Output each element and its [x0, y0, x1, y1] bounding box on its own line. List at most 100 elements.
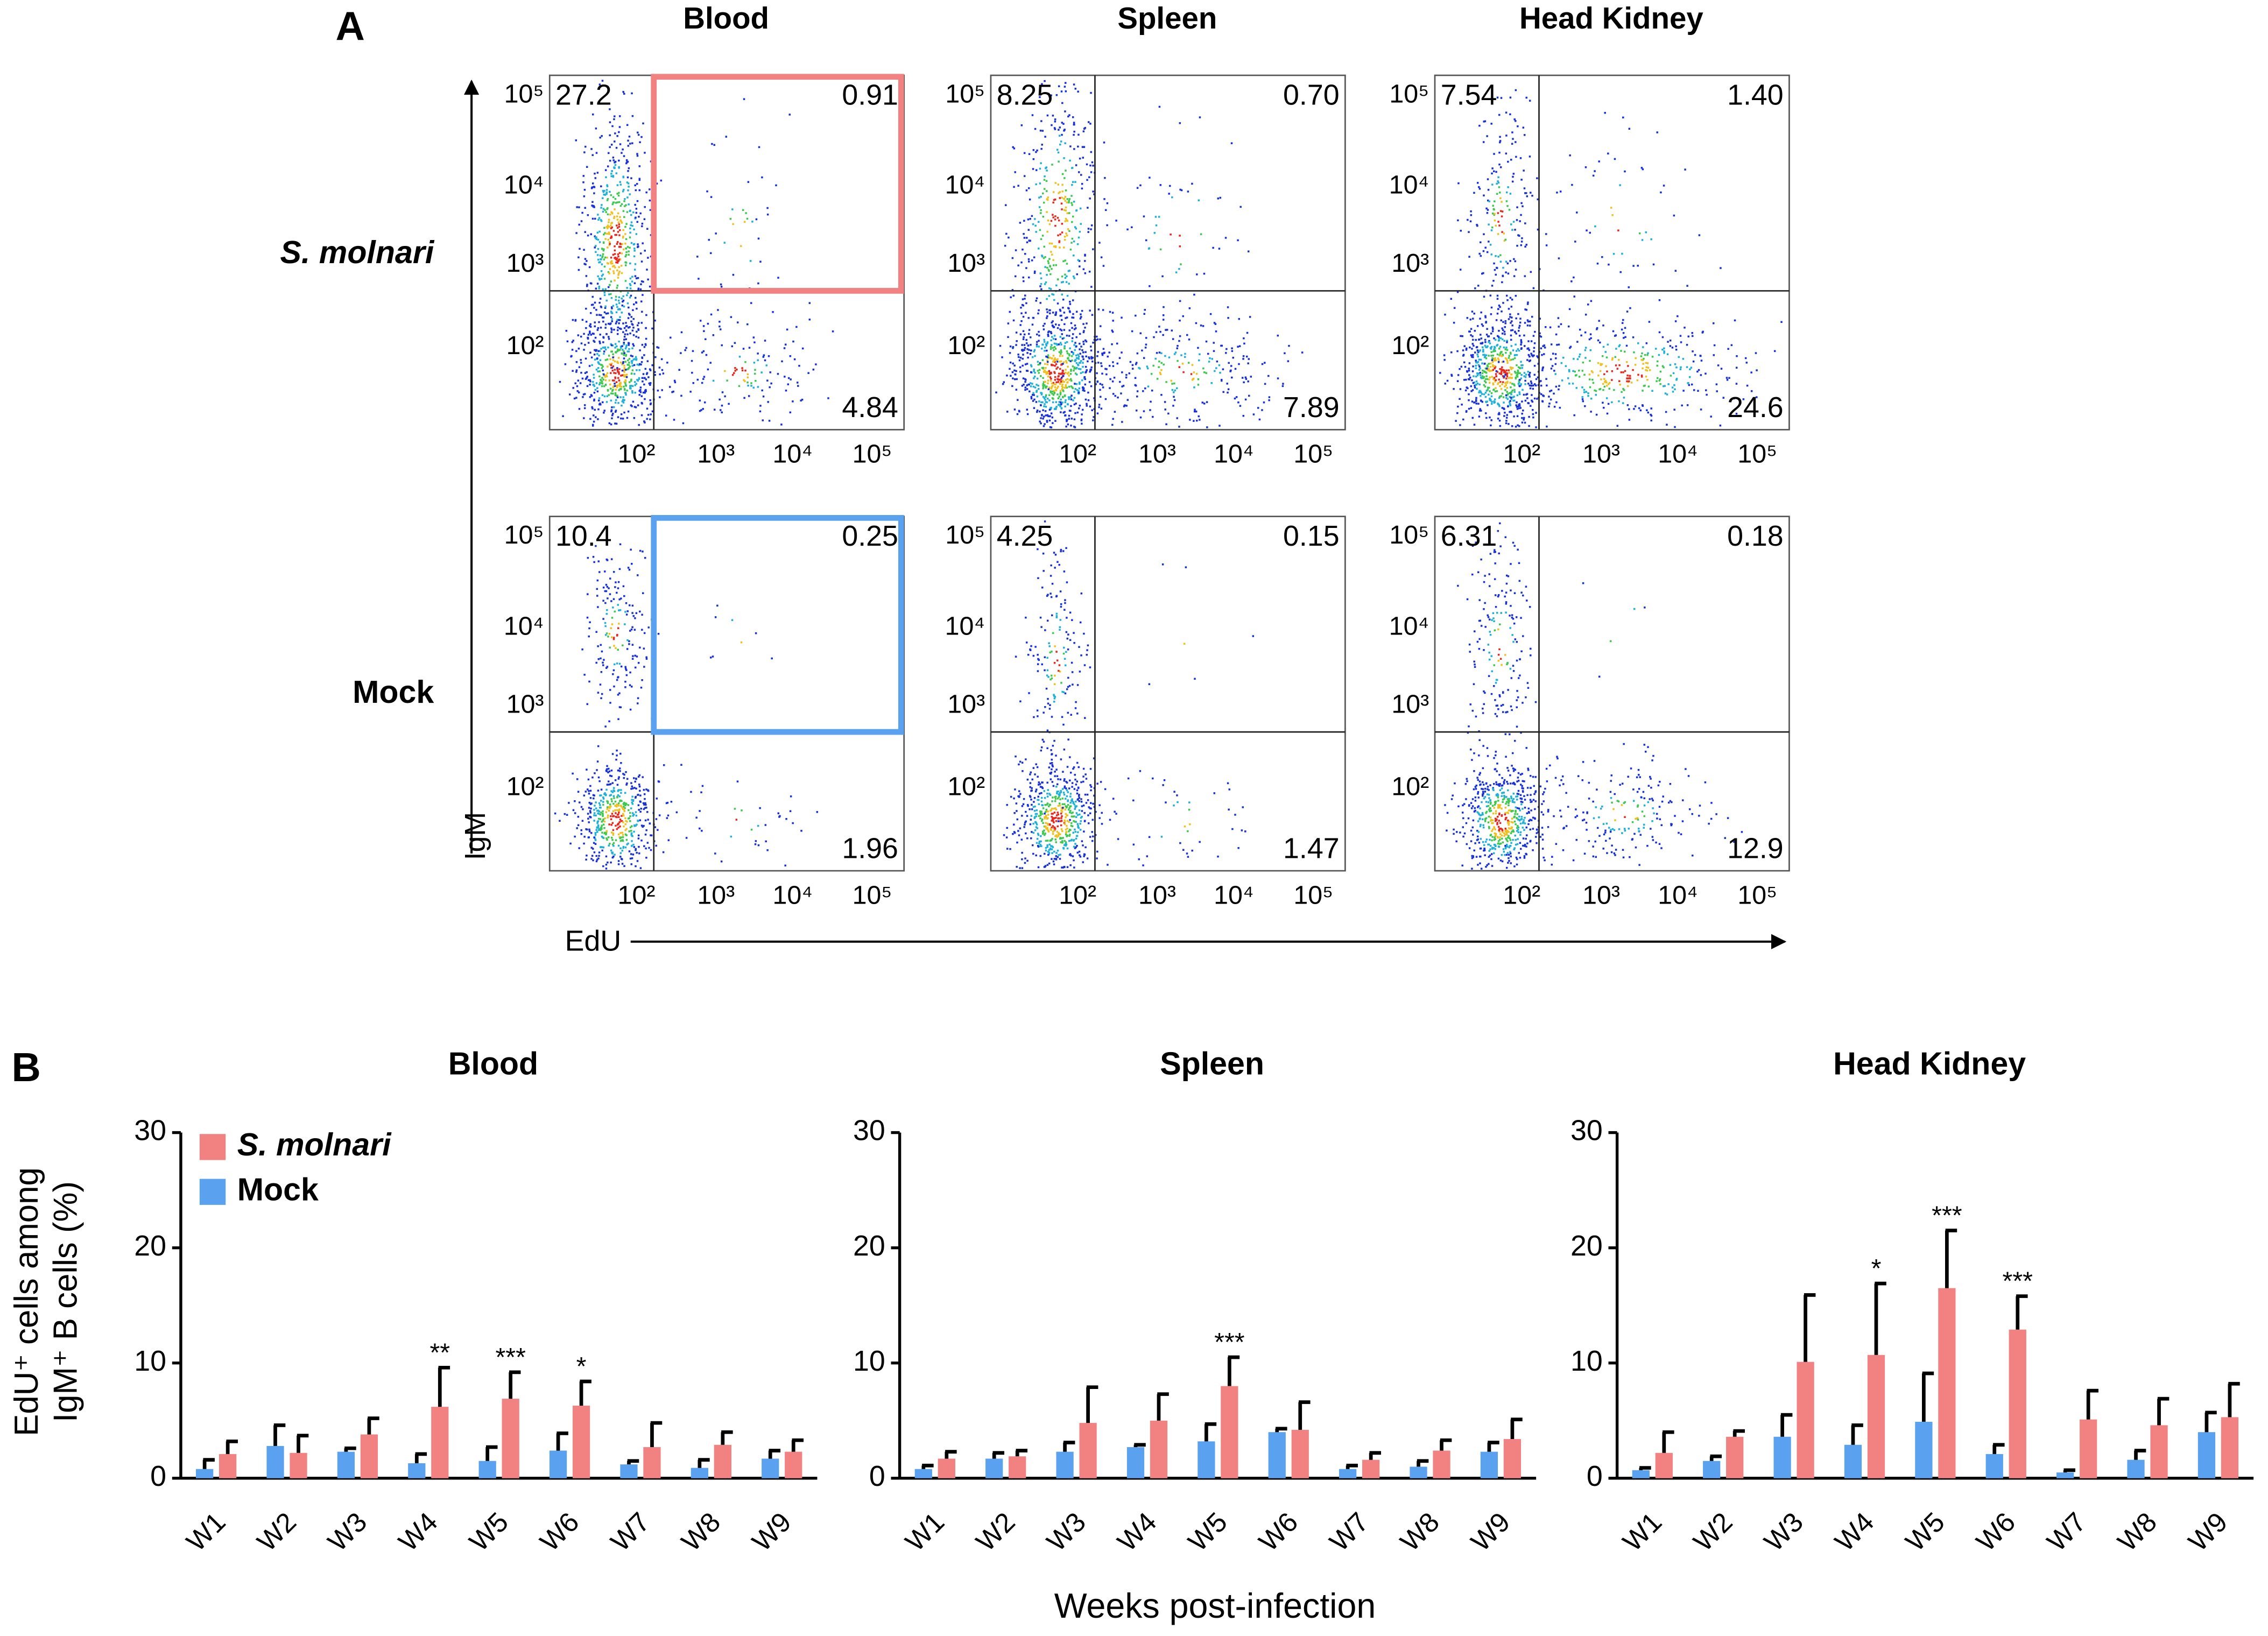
x-tick-label: 10⁵: [1737, 440, 1777, 469]
event-dot: [602, 369, 604, 372]
event-dot: [616, 215, 618, 217]
event-dot: [1066, 419, 1068, 421]
event-dot: [1193, 371, 1195, 373]
event-dot: [1520, 339, 1523, 341]
event-dot: [1005, 836, 1008, 838]
event-dot: [1040, 392, 1043, 394]
event-dot: [1584, 347, 1587, 349]
event-dot: [568, 802, 570, 804]
quadrant-value: 24.6: [1727, 391, 1784, 424]
event-dot: [626, 778, 629, 780]
event-dot: [588, 266, 591, 269]
event-dot: [631, 391, 633, 394]
event-dot: [1484, 380, 1486, 382]
event-dot: [715, 232, 717, 235]
event-dot: [596, 809, 598, 812]
event-dot: [1539, 335, 1541, 337]
event-dot: [617, 348, 619, 351]
event-dot: [616, 287, 618, 289]
event-dot: [1073, 391, 1075, 393]
event-dot: [1101, 354, 1104, 356]
event-dot: [703, 330, 705, 332]
event-dot: [744, 380, 746, 382]
event-dot: [1174, 351, 1177, 354]
event-dot: [1068, 198, 1071, 200]
event-dot: [645, 807, 647, 809]
event-dot: [620, 385, 623, 388]
event-dot: [1591, 378, 1594, 381]
event-dot: [1521, 367, 1523, 369]
event-dot: [1059, 858, 1061, 860]
event-dot: [1481, 393, 1483, 395]
event-dot: [595, 245, 597, 247]
event-dot: [1608, 387, 1610, 390]
event-dot: [645, 788, 647, 791]
event-dot: [1482, 250, 1485, 252]
event-dot: [628, 817, 630, 820]
event-dot: [583, 836, 586, 838]
event-dot: [1590, 337, 1592, 340]
event-dot: [1030, 349, 1032, 352]
event-dot: [1065, 82, 1067, 84]
event-dot: [622, 773, 624, 775]
event-dot: [603, 189, 605, 192]
event-dot: [1506, 262, 1509, 265]
event-dot: [601, 846, 603, 848]
event-dot: [1611, 214, 1614, 216]
event-dot: [1073, 403, 1076, 406]
event-dot: [1502, 354, 1504, 356]
event-dot: [1046, 846, 1048, 848]
event-dot: [1605, 381, 1608, 384]
event-dot: [1045, 414, 1047, 417]
event-dot: [1093, 397, 1095, 399]
event-dot: [1052, 820, 1054, 822]
event-dot: [637, 287, 640, 290]
event-dot: [1219, 196, 1222, 199]
event-dot: [1646, 369, 1649, 372]
event-dot: [615, 258, 617, 260]
event-dot: [1063, 198, 1066, 200]
event-dot: [1230, 142, 1233, 144]
event-dot: [1051, 267, 1053, 270]
event-dot: [590, 802, 593, 805]
event-dot: [624, 666, 626, 668]
event-dot: [1059, 383, 1062, 385]
event-dot: [624, 198, 626, 200]
event-dot: [607, 271, 610, 273]
event-dot: [1027, 229, 1030, 231]
event-dot: [1107, 864, 1109, 866]
event-dot: [1131, 226, 1133, 229]
event-dot: [1248, 394, 1250, 397]
event-dot: [1225, 348, 1228, 350]
event-dot: [1216, 360, 1218, 363]
event-dot: [593, 206, 595, 208]
event-dot: [763, 354, 765, 356]
event-dot: [1150, 373, 1153, 375]
event-dot: [1639, 409, 1642, 412]
event-dot: [1602, 325, 1604, 327]
event-dot: [626, 211, 629, 213]
event-dot: [1091, 831, 1093, 833]
event-dot: [1529, 355, 1531, 358]
event-dot: [1520, 377, 1523, 379]
event-dot: [1498, 114, 1501, 116]
event-dot: [1074, 372, 1077, 375]
event-dot: [623, 806, 625, 808]
event-dot: [621, 369, 624, 372]
event-dot: [587, 234, 589, 237]
event-dot: [1491, 184, 1494, 186]
event-dot: [608, 379, 611, 382]
event-dot: [576, 390, 579, 392]
event-dot: [1033, 370, 1035, 372]
quadrant-value: 1.40: [1727, 79, 1784, 111]
event-dot: [630, 320, 632, 322]
event-dot: [1022, 354, 1024, 356]
event-dot: [588, 821, 590, 823]
event-dot: [1245, 378, 1248, 380]
event-dot: [1205, 340, 1208, 343]
event-dot: [1057, 151, 1060, 154]
event-dot: [1498, 412, 1501, 414]
event-dot: [629, 708, 632, 711]
event-dot: [598, 817, 600, 820]
